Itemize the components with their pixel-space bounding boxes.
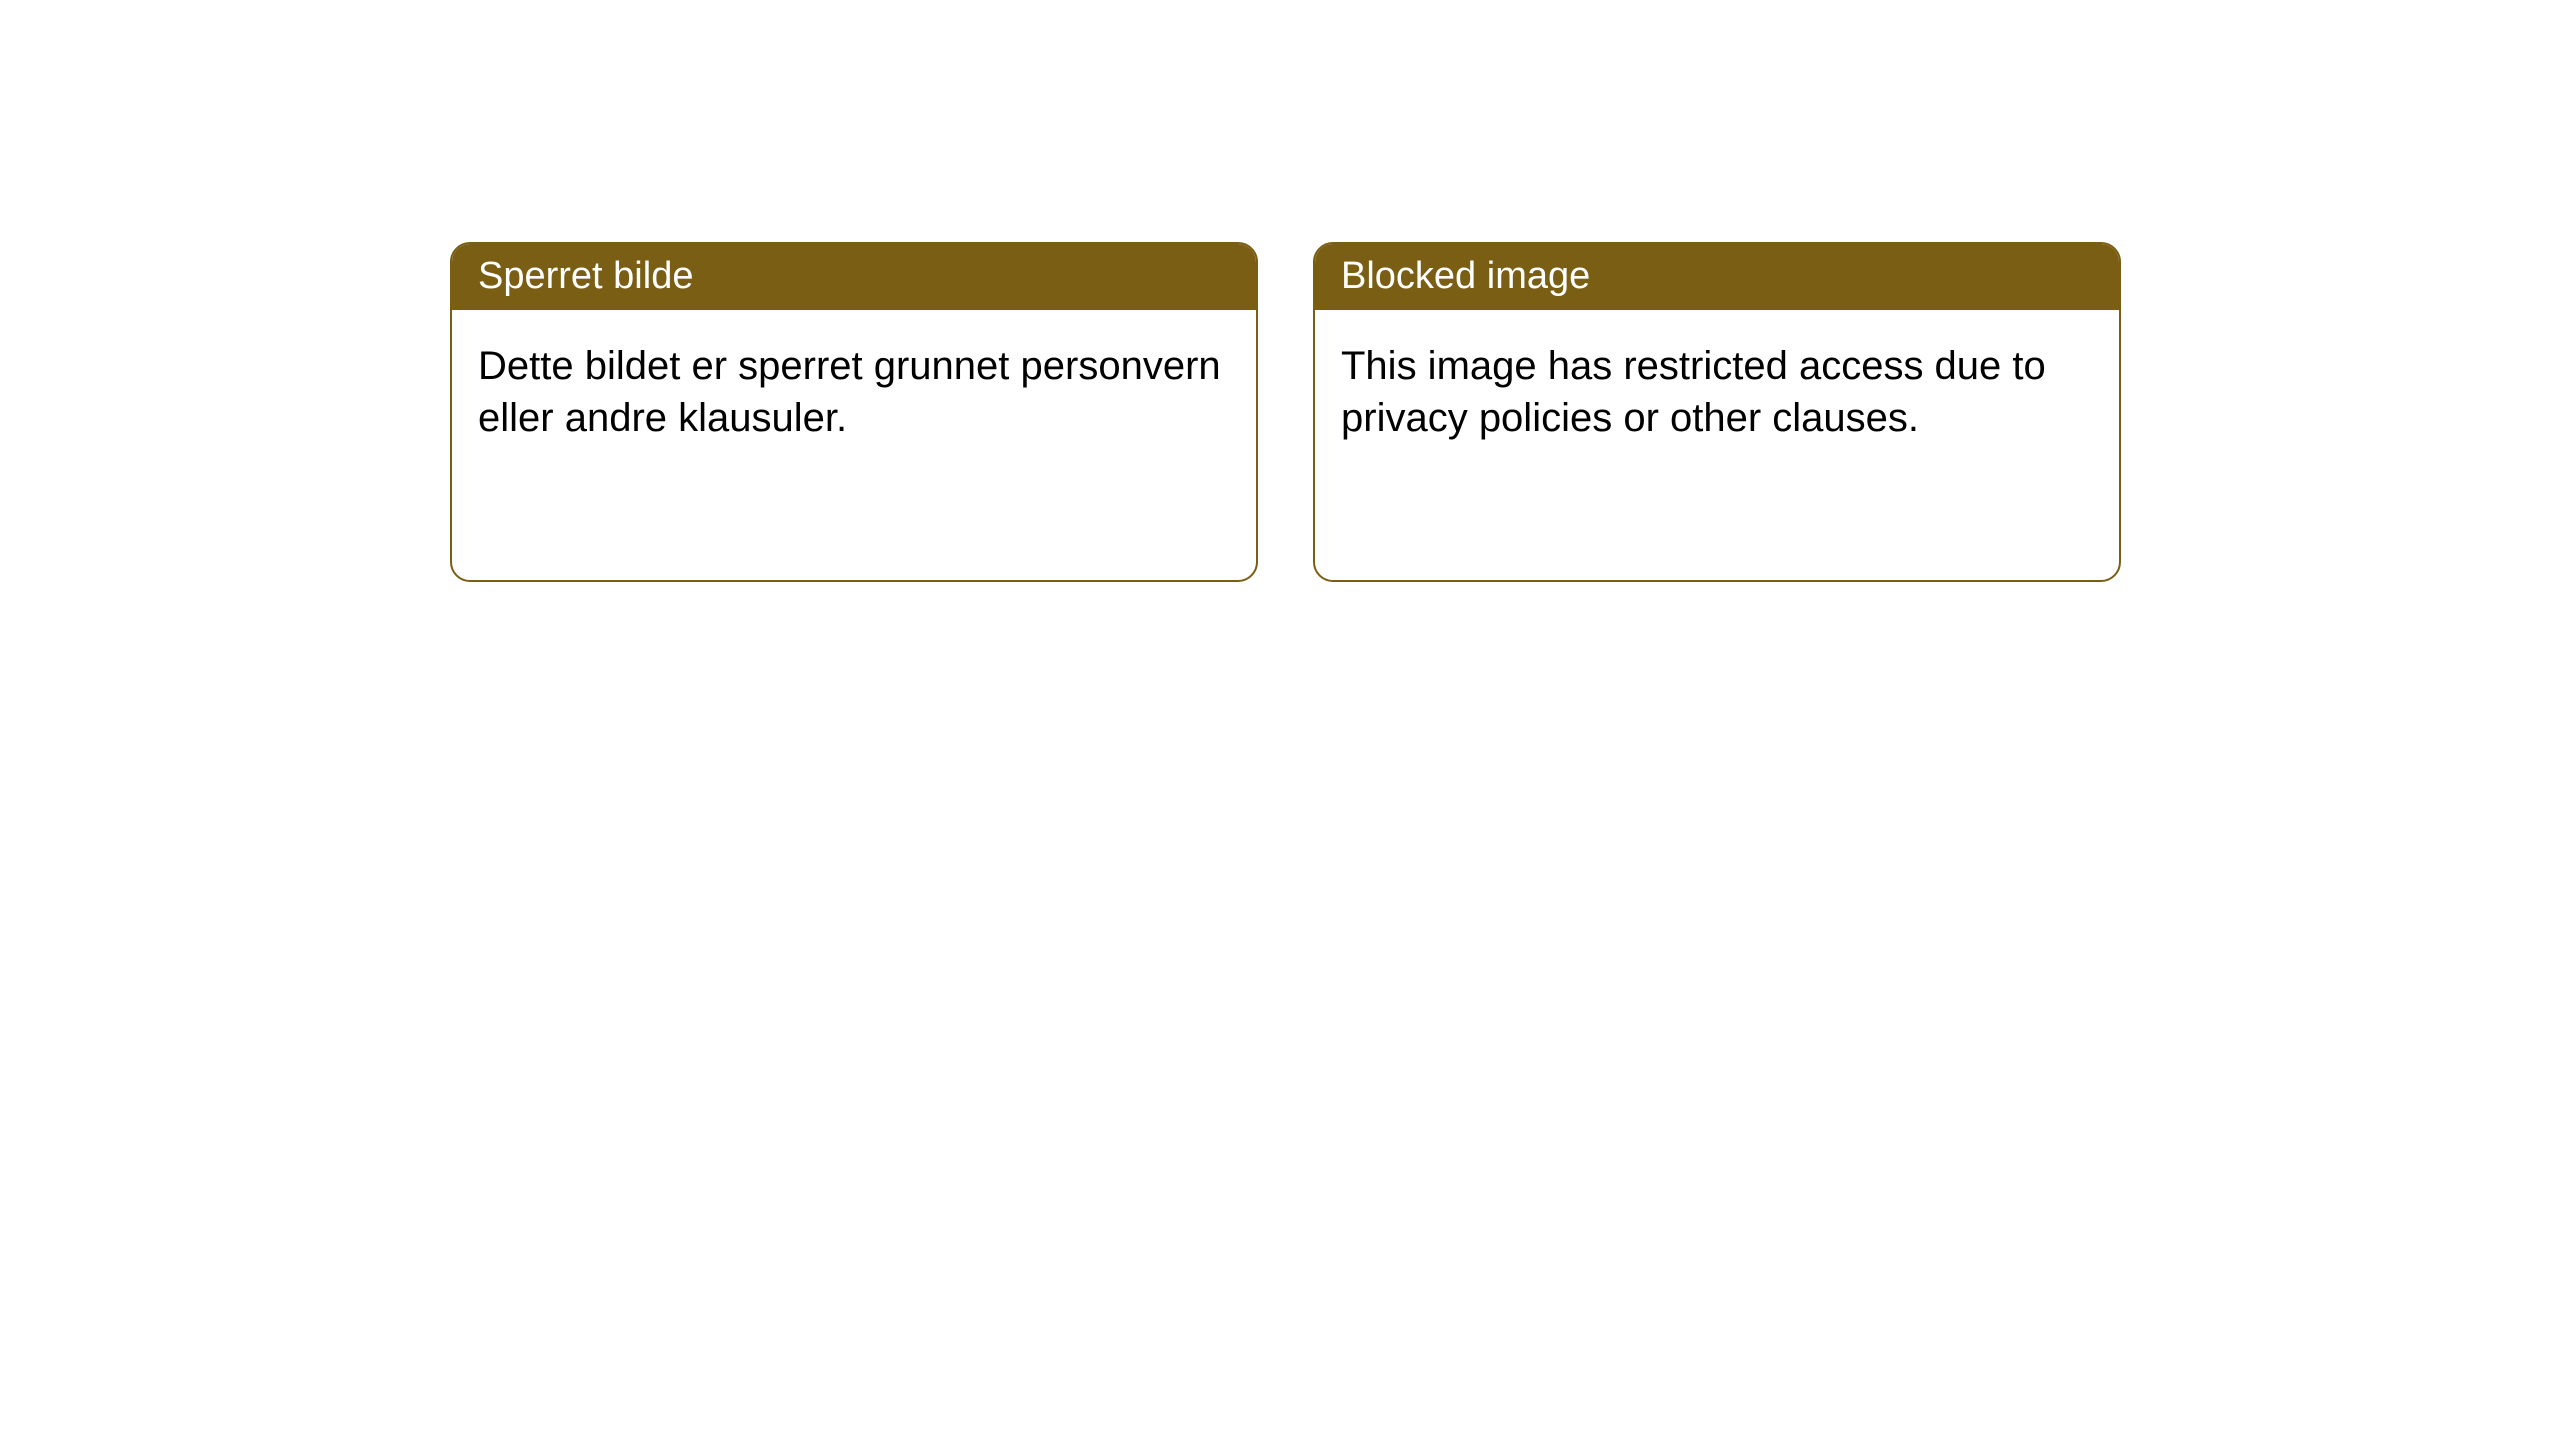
notice-title-norwegian: Sperret bilde <box>452 244 1256 310</box>
notice-card-norwegian: Sperret bilde Dette bildet er sperret gr… <box>450 242 1258 582</box>
notice-container: Sperret bilde Dette bildet er sperret gr… <box>450 242 2121 582</box>
notice-title-english: Blocked image <box>1315 244 2119 310</box>
notice-body-norwegian: Dette bildet er sperret grunnet personve… <box>452 310 1256 476</box>
notice-body-english: This image has restricted access due to … <box>1315 310 2119 476</box>
notice-card-english: Blocked image This image has restricted … <box>1313 242 2121 582</box>
